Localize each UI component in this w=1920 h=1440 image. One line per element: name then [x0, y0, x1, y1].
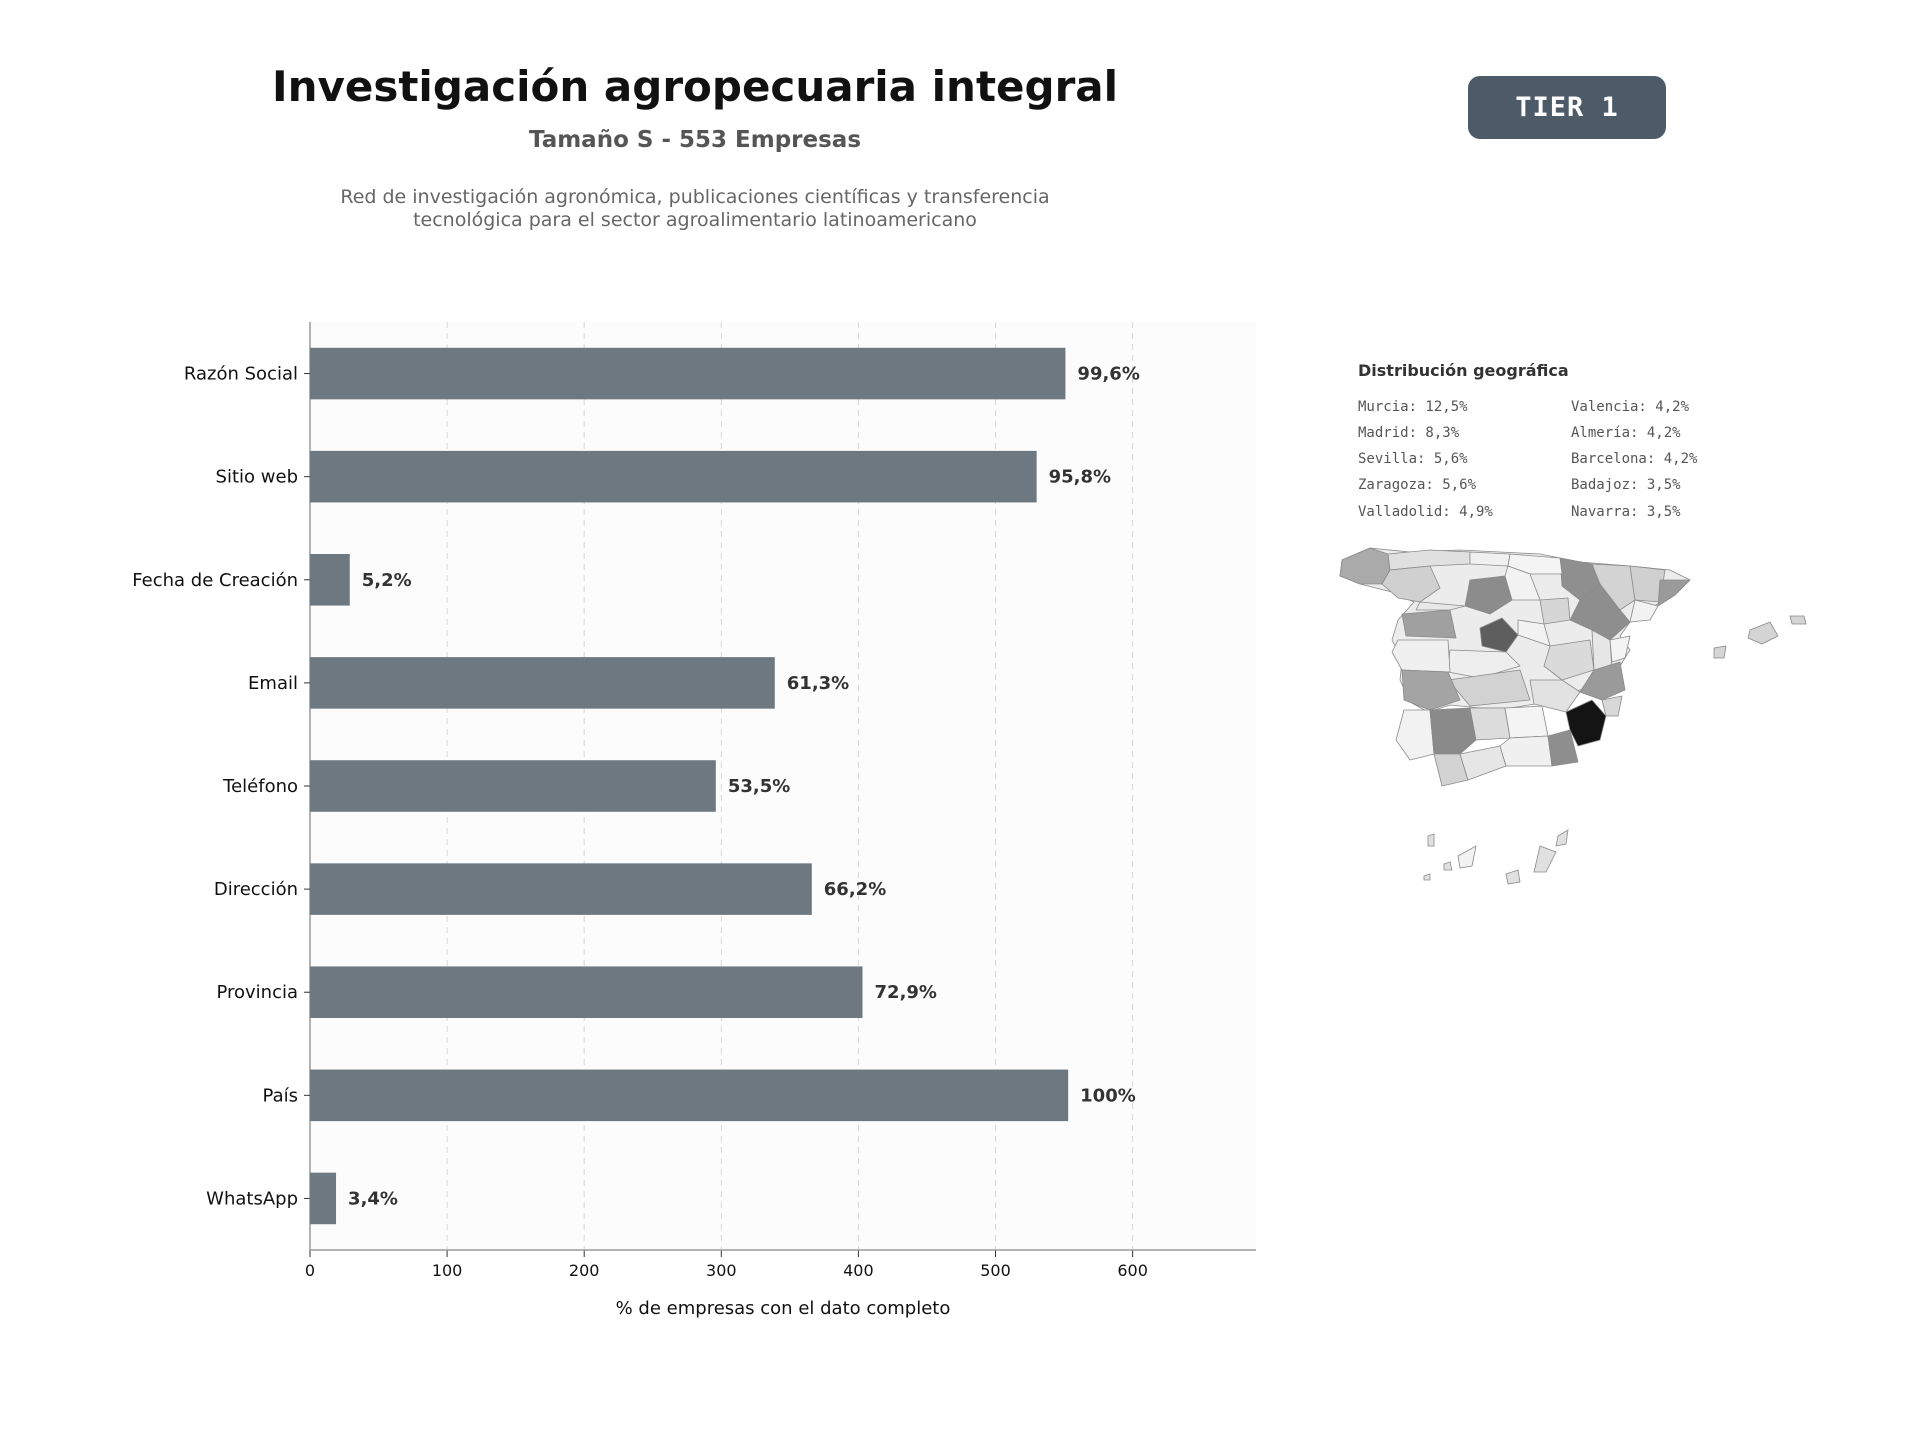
map-region-sevilla [1429, 707, 1477, 755]
bar [310, 760, 716, 812]
map-region-castellon [1609, 635, 1631, 663]
value-label: 72,9% [875, 982, 937, 1003]
map-region-salamanca [1401, 609, 1457, 639]
x-tick-label: 400 [843, 1261, 874, 1280]
bar-chart: 0 100 200 300 400 500 600 Razón Social 99,6% Siti… [132, 322, 1256, 1319]
map-region-huesca [1591, 563, 1636, 611]
bar [310, 657, 775, 709]
map-region-galicia [1339, 547, 1391, 585]
map-region-barcelona [1657, 579, 1691, 607]
bar [310, 450, 1037, 503]
spain-map [1339, 547, 1807, 885]
page-title: Investigación agropecuaria integral [271, 62, 1119, 111]
value-label: 100% [1080, 1085, 1136, 1106]
map-region-jaen [1504, 705, 1549, 739]
map-region-valladolid [1464, 575, 1513, 615]
map-region-soria [1539, 597, 1571, 625]
map-region-granada [1499, 735, 1553, 767]
value-label: 5,2% [362, 570, 412, 591]
category-label: WhatsApp [206, 1188, 298, 1209]
map-island-la-gomera [1443, 861, 1453, 871]
x-tick-label: 100 [432, 1261, 463, 1280]
x-axis-label: % de empresas con el dato completo [616, 1298, 951, 1319]
geo-item: Madrid: 8,3% [1358, 425, 1460, 441]
map-region-caceres [1391, 639, 1451, 673]
category-label: Email [248, 673, 298, 694]
map-island-mallorca [1747, 621, 1779, 645]
map-island-el-hierro [1423, 873, 1431, 881]
map-region-tarragona [1629, 599, 1659, 623]
map-region-cuenca [1543, 639, 1595, 681]
map-region-ciudad-real [1447, 669, 1531, 707]
bar [310, 966, 863, 1018]
tier-badge: TIER 1 [1468, 76, 1666, 139]
geo-item: Valladolid: 4,9% [1358, 504, 1493, 520]
x-tick-label: 300 [706, 1261, 737, 1280]
map-island-tenerife [1457, 845, 1477, 869]
geo-item: Almería: 4,2% [1571, 425, 1681, 441]
value-label: 66,2% [824, 879, 886, 900]
map-region-valencia [1579, 661, 1626, 701]
category-label: Dirección [214, 879, 298, 900]
x-tick-label: 200 [569, 1261, 600, 1280]
geo-item: Valencia: 4,2% [1571, 399, 1690, 415]
map-region-malaga [1459, 745, 1507, 781]
map-island-ibiza [1713, 645, 1727, 659]
map-region-cantabria [1469, 551, 1511, 567]
category-label: Sitio web [216, 467, 298, 488]
geo-title: Distribución geográfica [1358, 361, 1569, 380]
value-label: 3,4% [348, 1188, 398, 1209]
x-tick-label: 0 [305, 1261, 315, 1280]
geo-item: Murcia: 12,5% [1358, 399, 1468, 415]
category-label: País [263, 1085, 298, 1106]
map-region-alicante [1601, 695, 1623, 717]
value-label: 53,5% [728, 776, 790, 797]
geo-item: Badajoz: 3,5% [1571, 477, 1681, 493]
map-island-lanzarote [1555, 829, 1569, 847]
map-region-madrid [1479, 617, 1519, 653]
value-label: 99,6% [1077, 364, 1139, 385]
map-region-almeria [1547, 729, 1579, 767]
map-region-huelva [1395, 709, 1435, 761]
map-region-cordoba [1469, 707, 1511, 741]
bar [310, 1172, 337, 1225]
map-region-zamora [1415, 601, 1466, 611]
geo-item: Navarra: 3,5% [1571, 504, 1681, 520]
geo-item: Barcelona: 4,2% [1571, 451, 1698, 467]
category-label: Fecha de Creación [132, 570, 298, 591]
map-island-gran-canaria [1505, 869, 1521, 885]
map-region-murcia [1565, 699, 1607, 747]
geo-item: Sevilla: 5,6% [1358, 451, 1468, 467]
category-label: Teléfono [222, 776, 298, 797]
value-label: 61,3% [787, 673, 849, 694]
map-island-menorca [1789, 615, 1807, 625]
category-label: Provincia [216, 982, 298, 1003]
map-region-burgos [1504, 565, 1541, 601]
page-subtitle: Tamaño S - 553 Empresas [528, 127, 862, 153]
map-island-la-palma [1427, 833, 1435, 847]
x-tick-label: 600 [1117, 1261, 1148, 1280]
bar [310, 347, 1066, 400]
map-island-fuerteventura [1533, 845, 1557, 873]
x-tick-label: 500 [980, 1261, 1011, 1280]
geo-item: Zaragoza: 5,6% [1358, 477, 1477, 493]
map-region-basque [1507, 553, 1563, 575]
bar [310, 863, 812, 915]
bar [310, 1069, 1069, 1122]
map-region-albacete [1529, 679, 1581, 713]
page-description: Red de investigación agronómica, publica… [340, 186, 1050, 231]
value-label: 95,8% [1049, 467, 1111, 488]
category-label: Razón Social [184, 364, 298, 385]
bar [310, 554, 350, 606]
map-region-badajoz [1401, 669, 1461, 711]
